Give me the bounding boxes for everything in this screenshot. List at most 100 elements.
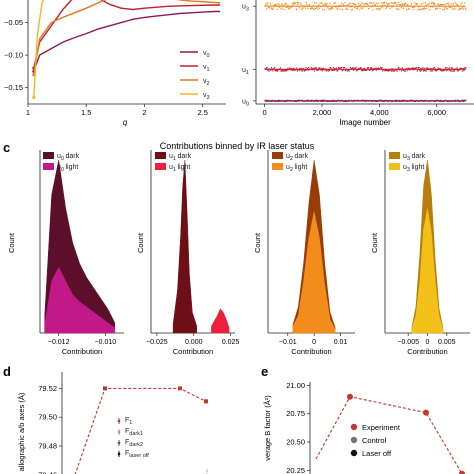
panel-b-point <box>421 69 423 71</box>
panel-b-point <box>456 67 458 69</box>
panel-c-legend-swatch <box>155 152 166 159</box>
panel-b-point <box>423 69 425 72</box>
panel-b-point <box>358 67 360 70</box>
panel-b-point <box>432 2 434 4</box>
panel-b-point <box>316 6 318 8</box>
panel-b-point <box>381 4 384 6</box>
panel-b-point <box>343 66 345 69</box>
panel-b-point <box>349 3 351 5</box>
panel-b-point <box>378 8 381 10</box>
panel-b-point <box>351 8 353 11</box>
panel-b-point <box>360 7 362 9</box>
panel-b-point <box>363 67 365 69</box>
panel-b-point <box>417 9 419 11</box>
panel-b-point <box>405 2 407 4</box>
panel-b-point <box>305 66 307 69</box>
panel-b-point <box>445 7 447 9</box>
panel-b-point <box>377 67 379 69</box>
panel-b-point <box>446 8 449 10</box>
panel-b-point <box>333 2 335 5</box>
panel-b-point <box>272 70 274 72</box>
panel-d-legend-dot <box>117 452 121 456</box>
panel-c-legend-swatch <box>389 163 400 170</box>
panel-b-point <box>290 6 292 8</box>
panel-c-x-tick-label: −0.005 <box>397 339 419 346</box>
panel-b-point <box>387 70 389 72</box>
panel-b-point <box>440 69 442 71</box>
panel-b-point <box>313 67 315 70</box>
panel-b-point <box>372 9 374 11</box>
panel-b-point <box>395 2 397 4</box>
panel-c-hist-light <box>292 211 336 334</box>
panel-b-point <box>411 67 413 70</box>
panel-c-legend-label: u0 light <box>57 164 78 173</box>
panel-b-point <box>319 2 321 4</box>
panel-b-point <box>375 4 377 7</box>
panel-b-point <box>370 6 372 8</box>
panel-c-y-label: Count <box>136 232 145 253</box>
panel-b-point <box>298 69 300 72</box>
panel-b-point <box>311 67 313 70</box>
panel-b-point <box>341 9 343 11</box>
panel-b-point <box>356 69 358 71</box>
panel-b-point <box>398 67 400 69</box>
panel-c-x-tick-label: −0.01 <box>279 339 297 346</box>
panel-b-point <box>354 3 357 6</box>
panel-b-point <box>283 9 285 11</box>
panel-b-point <box>400 4 402 6</box>
panel-b-point <box>411 67 413 69</box>
panel-b-point <box>427 3 429 5</box>
panel-b-point <box>330 7 333 9</box>
panel-b-point <box>369 69 371 71</box>
panel-b-point <box>274 69 276 72</box>
panel-e-point <box>347 393 353 400</box>
panel-b-point <box>408 8 410 10</box>
panel-b-point <box>276 8 278 10</box>
panel-b-y-tick-label: u3 <box>242 4 249 13</box>
panel-b-x-tick-label: 6,000 <box>427 108 446 117</box>
panel-b-point <box>460 67 462 70</box>
panel-b-point <box>450 6 452 9</box>
panel-b-point <box>439 7 441 10</box>
panel-b-point <box>460 67 463 69</box>
panel-b-point <box>337 8 339 10</box>
panel-b-point <box>310 7 312 10</box>
panel-b-point <box>420 9 422 11</box>
panel-a-legend-label: v3 <box>203 92 210 101</box>
panel-b-point <box>351 9 353 11</box>
panel-b-point <box>338 4 340 6</box>
panel-b-point <box>324 3 326 5</box>
panel-c-legend-label: u1 dark <box>169 153 192 162</box>
panel-c-x-tick-label: −0.025 <box>146 339 168 346</box>
panel-b-point <box>380 66 382 69</box>
panel-b-point <box>324 69 326 71</box>
panel-b-point <box>397 8 399 11</box>
panel-b-x-tick-label: 2,000 <box>313 108 332 117</box>
panel-b-point <box>392 2 394 4</box>
panel-b-point <box>386 6 388 9</box>
panel-b-point <box>458 9 460 11</box>
panel-b-point <box>433 66 435 69</box>
panel-b-point <box>395 7 398 10</box>
panel-b-point <box>423 7 425 9</box>
panel-b-point <box>264 67 266 70</box>
panel-b-point <box>443 8 446 10</box>
panel-b-point <box>381 7 383 9</box>
panel-b-point <box>362 3 364 5</box>
panel-b-point <box>453 7 455 10</box>
panel-b-point <box>317 69 319 71</box>
panel-b-point <box>269 7 271 9</box>
panel-b-point <box>401 3 403 5</box>
panel-b-point <box>457 4 459 6</box>
panel-b-point <box>395 100 398 103</box>
panel-b-point <box>407 8 410 10</box>
panel-b-point <box>431 70 433 72</box>
panel-b-point <box>368 8 370 10</box>
panel-b-point <box>371 67 373 70</box>
panel-b-point <box>446 67 448 69</box>
panel-c-legend-swatch <box>155 163 166 170</box>
panel-b-point <box>332 67 334 69</box>
panel-b-point <box>270 69 272 71</box>
panel-b-point <box>321 2 323 5</box>
panel-b-point <box>286 69 288 71</box>
